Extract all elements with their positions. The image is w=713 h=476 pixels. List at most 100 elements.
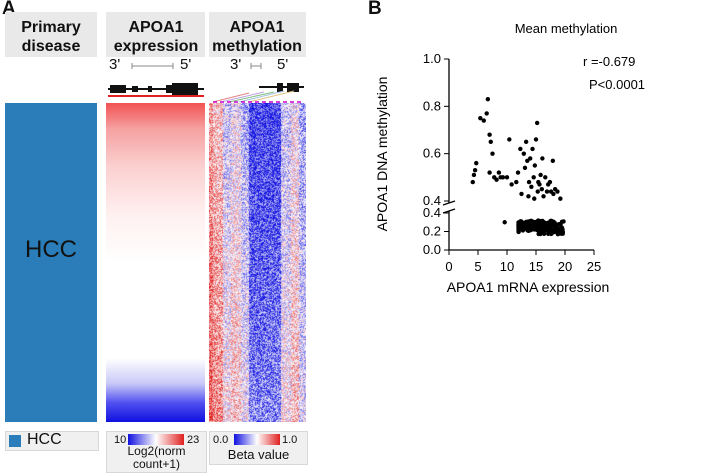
methylation-gene-model <box>212 63 304 103</box>
beta-legend: 0.0 1.0 Beta value <box>209 431 308 465</box>
hcc-legend: HCC <box>5 431 99 451</box>
data-point <box>550 158 556 163</box>
y-tick-label: 0.2 <box>423 224 441 239</box>
x-tick-label: 10 <box>500 259 514 274</box>
data-point <box>484 111 489 116</box>
primary-disease-header: Primary disease <box>21 19 81 55</box>
expression-legend-min: 10 <box>114 434 127 446</box>
data-point <box>543 175 548 180</box>
data-point <box>529 184 534 189</box>
meth-5prime: 5' <box>277 56 289 73</box>
beta-legend-bar <box>234 434 280 445</box>
x-tick-label: 15 <box>529 259 543 274</box>
data-point <box>478 115 483 121</box>
data-point <box>494 177 499 182</box>
x-tick-label: 0 <box>445 259 452 274</box>
x-axis-label: APOA1 mRNA expression <box>447 279 610 295</box>
beta-legend-title: Beta value <box>227 447 290 462</box>
expression-gene-model <box>108 63 204 97</box>
hcc-legend-label: HCC <box>27 431 62 448</box>
data-point <box>528 156 533 161</box>
expression-legend-bar <box>128 434 184 445</box>
data-point <box>547 179 553 185</box>
data-point <box>502 220 507 225</box>
y-tick-label: 0.6 <box>423 146 441 161</box>
panel-b-letter: B <box>368 0 382 19</box>
y-axis-label: APOA1 DNA methylation <box>374 77 390 232</box>
expr-5prime: 5' <box>180 56 192 73</box>
data-point <box>525 158 530 163</box>
apoa1-expression-header: APOA1 expression <box>113 19 199 55</box>
data-point <box>507 137 512 142</box>
apoa1-methylation-header: APOA1 methylation <box>212 19 302 55</box>
data-point <box>544 189 550 194</box>
methylation-heatmap <box>209 103 306 422</box>
data-point <box>526 179 532 185</box>
data-point <box>516 227 521 233</box>
data-point <box>538 172 543 178</box>
beta-legend-max: 1.0 <box>282 434 298 446</box>
data-point <box>559 219 565 225</box>
data-point <box>535 189 540 194</box>
data-point <box>519 191 524 197</box>
data-point <box>537 229 542 234</box>
data-point <box>529 221 534 227</box>
p-value: P<0.0001 <box>589 77 645 92</box>
y-tick-label: 0.4 <box>423 193 441 208</box>
data-point <box>471 172 477 178</box>
data-point <box>518 146 523 152</box>
data-point <box>537 182 542 187</box>
data-point <box>530 146 535 152</box>
scatter-chart: Mean methylation r =-0.679 P<0.0001 APOA… <box>374 21 645 295</box>
expression-legend-max: 23 <box>187 434 200 446</box>
x-tick-label: 20 <box>558 259 572 274</box>
data-point <box>540 156 545 161</box>
data-point <box>481 118 486 123</box>
data-point <box>546 231 551 236</box>
x-tick-label: 25 <box>587 259 601 274</box>
data-point <box>487 170 492 175</box>
data-point <box>472 168 478 173</box>
data-point <box>521 151 527 156</box>
data-point <box>496 170 502 175</box>
data-point <box>523 139 529 145</box>
data-point <box>474 160 479 166</box>
data-point <box>551 191 556 197</box>
data-point <box>539 186 544 192</box>
data-point <box>533 137 539 142</box>
beta-legend-min: 0.0 <box>213 434 229 446</box>
data-point <box>500 175 506 180</box>
data-point <box>542 222 547 227</box>
correlation-r: r =-0.679 <box>583 54 635 69</box>
expression-legend-title: Log2(norm count+1) <box>127 444 186 471</box>
y-tick-label: 1.0 <box>423 51 441 66</box>
data-point <box>514 179 519 185</box>
data-point <box>555 231 561 237</box>
data-point <box>518 223 523 228</box>
data-point <box>552 221 557 227</box>
data-point <box>534 120 540 126</box>
data-point <box>504 175 510 180</box>
data-point <box>487 132 492 137</box>
data-point <box>547 221 552 227</box>
data-point <box>535 221 540 227</box>
primary-disease-white <box>5 57 97 103</box>
data-point <box>524 226 529 231</box>
data-point <box>541 194 546 199</box>
data-point <box>518 219 523 224</box>
y-tick-label: 0.4 <box>423 205 441 220</box>
axis-break-bottom <box>442 208 456 214</box>
data-point <box>560 228 565 233</box>
hcc-bar-label: HCC <box>25 236 77 263</box>
data-point <box>509 182 514 187</box>
axis-break-top <box>442 200 456 206</box>
data-point <box>558 196 563 201</box>
data-point <box>470 179 475 185</box>
data-point <box>532 196 537 201</box>
data-point <box>485 97 491 102</box>
expression-heatmap <box>106 103 205 422</box>
chart-title: Mean methylation <box>515 21 618 36</box>
expression-legend: 10 23 Log2(norm count+1) <box>106 431 207 473</box>
data-point <box>526 194 531 199</box>
data-point <box>552 229 557 235</box>
